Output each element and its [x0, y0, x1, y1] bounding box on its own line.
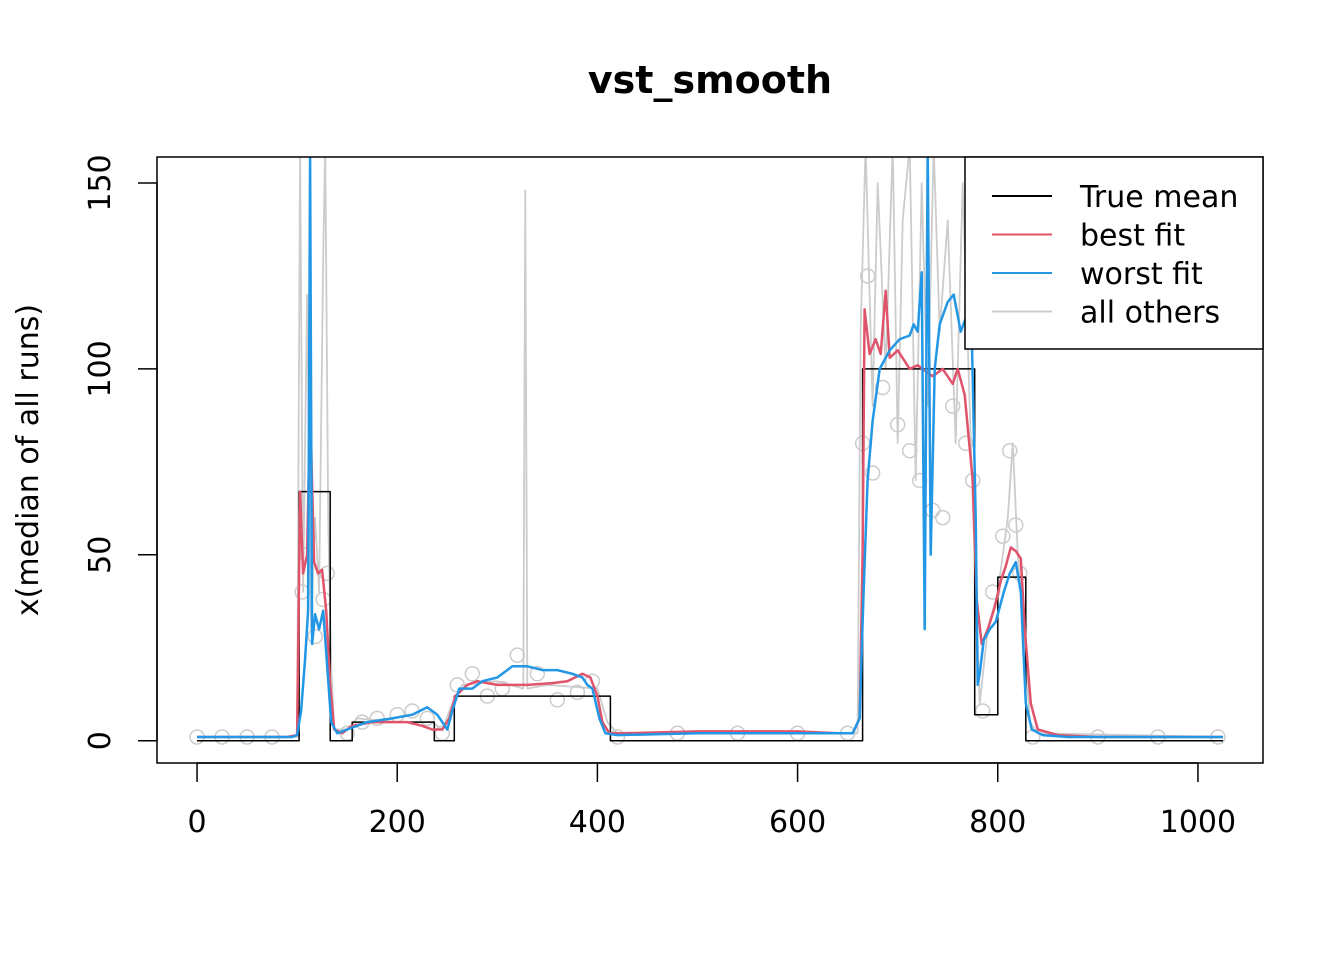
all-others-point: [985, 584, 1001, 600]
all-others-point: [529, 666, 546, 682]
plot-area: [189, 157, 1226, 745]
x-tick-label: 400: [569, 805, 626, 840]
x-axis: 0 200 400 600 800 1000: [187, 762, 1236, 840]
chart-title: vst_smooth: [588, 58, 832, 102]
all-others-point: [1002, 442, 1018, 459]
all-others-point: [464, 666, 481, 682]
all-others-point: [944, 398, 961, 414]
legend-label-best-fit: best fit: [1080, 219, 1185, 254]
x-tick-label: 1000: [1160, 805, 1236, 840]
all-others-point: [874, 379, 891, 396]
y-tick-label: 50: [83, 536, 118, 574]
y-tick-label: 150: [83, 154, 118, 211]
y-tick-label: 100: [83, 340, 118, 397]
all-others-point: [974, 703, 991, 719]
x-tick-label: 600: [769, 805, 826, 840]
all-others-point: [934, 509, 951, 526]
all-others-point: [864, 465, 881, 481]
series-line-best-fit: [197, 289, 1223, 739]
all-others-point: [419, 710, 435, 727]
all-others-point: [859, 268, 876, 284]
x-tick-label: 200: [369, 805, 426, 840]
all-others-point: [957, 435, 974, 452]
y-tick-label: 0: [83, 731, 118, 750]
all-others-point: [509, 647, 526, 663]
all-others-point: [315, 591, 331, 608]
legend-label-all-others: all others: [1080, 296, 1220, 331]
all-others-point: [549, 692, 566, 708]
y-axis-label: x(median of all runs): [11, 304, 46, 616]
all-others-point: [307, 628, 323, 645]
x-tick-label: 0: [187, 805, 206, 840]
all-others-point: [995, 528, 1011, 544]
x-tick-label: 800: [969, 805, 1026, 840]
y-axis: 0 50 100 150: [83, 154, 158, 750]
all-others-point: [569, 684, 586, 701]
series-line-worst-fit: [197, 157, 1223, 739]
series-line-true-mean: [197, 368, 1223, 742]
legend-label-worst-fit: worst fit: [1080, 257, 1203, 292]
legend-box: [964, 156, 1264, 350]
legend-label-true-mean: True mean: [1079, 180, 1238, 215]
